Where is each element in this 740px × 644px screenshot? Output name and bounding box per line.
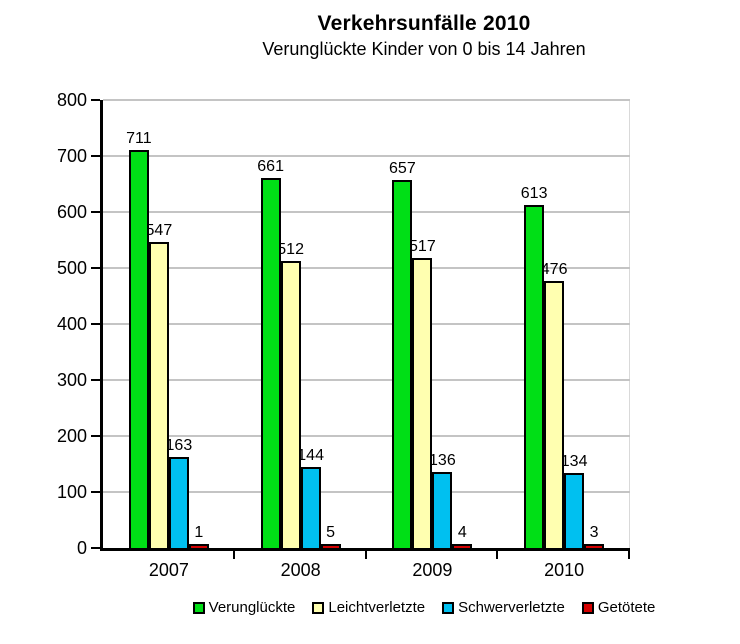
bar-value-label: 661 xyxy=(257,157,284,175)
y-axis-tick-label: 500 xyxy=(56,258,87,278)
bar-leichtverletzte-2010 xyxy=(544,281,565,548)
legend: Verunglückte Leichtverletzte Schwerverletz… xyxy=(112,599,736,616)
bar-value-label: 512 xyxy=(277,241,304,259)
bar-getoetete-2008 xyxy=(320,544,341,548)
y-axis-tick-label: 400 xyxy=(56,314,87,334)
legend-label: Getötete xyxy=(597,599,656,616)
bar-value-label: 144 xyxy=(297,447,324,465)
bar-verunglueckte-2008 xyxy=(260,177,281,548)
gridline-700 xyxy=(103,155,630,157)
y-axis-tick-label: 0 xyxy=(76,538,87,558)
bar-getoetete-2010 xyxy=(584,544,605,548)
x-axis-label-2010: 2010 xyxy=(544,560,585,580)
y-axis-tick xyxy=(91,155,100,157)
y-axis-tick xyxy=(91,547,100,549)
y-axis-tick xyxy=(91,211,100,213)
legend-item-schwerverletzte: Schwerverletzte xyxy=(442,599,565,616)
bar-value-label: 517 xyxy=(409,238,436,256)
legend-swatch-icon xyxy=(312,601,325,614)
y-axis-tick-label: 800 xyxy=(56,90,87,110)
bar-schwerverletzte-2008 xyxy=(300,467,321,548)
bar-value-label: 5 xyxy=(326,524,336,541)
gridline-300 xyxy=(103,379,630,381)
bar-value-label: 134 xyxy=(560,452,588,470)
plot-area: 0 100 200 300 400 500 600 700 800 2007 711 547 163 1 2… xyxy=(57,90,630,580)
chart-header: Verkehrsunfälle 2010 Verunglückte Kinder… xyxy=(112,12,736,60)
chart-title: Verkehrsunfälle 2010 xyxy=(317,12,531,35)
legend-item-leichtverletzte: Leichtverletzte xyxy=(312,599,425,616)
legend-label: Schwerverletzte xyxy=(458,599,565,616)
bar-verunglueckte-2010 xyxy=(524,204,545,548)
y-axis-tick xyxy=(91,491,100,493)
gridline-500 xyxy=(103,267,630,269)
bar-verunglueckte-2009 xyxy=(392,180,413,548)
bar-getoetete-2009 xyxy=(452,544,473,548)
legend-swatch-icon xyxy=(581,601,594,614)
bar-leichtverletzte-2008 xyxy=(280,261,301,548)
bar-value-label: 657 xyxy=(389,160,416,178)
bar-value-label: 476 xyxy=(540,261,568,279)
bar-value-label: 711 xyxy=(126,129,152,147)
bar-value-label: 4 xyxy=(457,524,467,541)
y-axis-tick xyxy=(91,99,100,101)
gridline-200 xyxy=(103,435,630,437)
bar-schwerverletzte-2009 xyxy=(432,471,453,548)
y-axis-tick-label: 300 xyxy=(56,370,87,390)
x-axis-tick xyxy=(628,548,630,559)
y-axis-tick xyxy=(91,435,100,437)
bar-verunglueckte-2007 xyxy=(128,149,149,548)
y-axis-tick xyxy=(91,323,100,325)
bar-value-label: 163 xyxy=(165,436,193,454)
bar-leichtverletzte-2007 xyxy=(148,241,169,548)
gridline-800 xyxy=(103,99,630,101)
chart-subtitle: Verunglückte Kinder von 0 bis 14 Jahren xyxy=(262,39,586,59)
legend-item-verunglueckte: Verunglückte xyxy=(192,599,296,616)
y-axis-tick-label: 100 xyxy=(56,482,87,502)
bar-value-label: 3 xyxy=(589,524,599,541)
bar-schwerverletzte-2010 xyxy=(564,472,585,548)
gridline-400 xyxy=(103,323,630,325)
bar-value-label: 1 xyxy=(194,524,204,541)
x-axis-tick xyxy=(496,548,499,559)
y-axis-tick xyxy=(91,379,100,381)
legend-swatch-icon xyxy=(192,601,205,614)
y-axis-tick-label: 600 xyxy=(56,202,87,222)
bar-value-label: 136 xyxy=(429,451,456,469)
y-axis-tick-label: 700 xyxy=(56,146,87,166)
legend-label: Verunglückte xyxy=(208,599,296,616)
x-axis-label-2009: 2009 xyxy=(412,560,453,580)
x-axis-tick xyxy=(232,548,235,559)
legend-swatch-icon xyxy=(442,601,455,614)
bar-getoetete-2007 xyxy=(188,544,209,548)
bar-value-label: 547 xyxy=(145,221,173,239)
x-axis-label-2008: 2008 xyxy=(280,560,321,580)
gridline-100 xyxy=(103,491,630,493)
legend-label: Leichtverletzte xyxy=(328,599,426,616)
y-axis-tick xyxy=(91,267,100,269)
legend-item-getoetete: Getötete xyxy=(581,599,656,616)
gridline-600 xyxy=(103,211,630,213)
bar-value-label: 613 xyxy=(520,184,548,202)
x-axis-label-2007: 2007 xyxy=(148,560,189,580)
x-axis-tick xyxy=(364,548,367,559)
bar-schwerverletzte-2007 xyxy=(168,456,189,548)
bar-leichtverletzte-2009 xyxy=(412,258,433,548)
y-axis-tick-label: 200 xyxy=(56,426,87,446)
